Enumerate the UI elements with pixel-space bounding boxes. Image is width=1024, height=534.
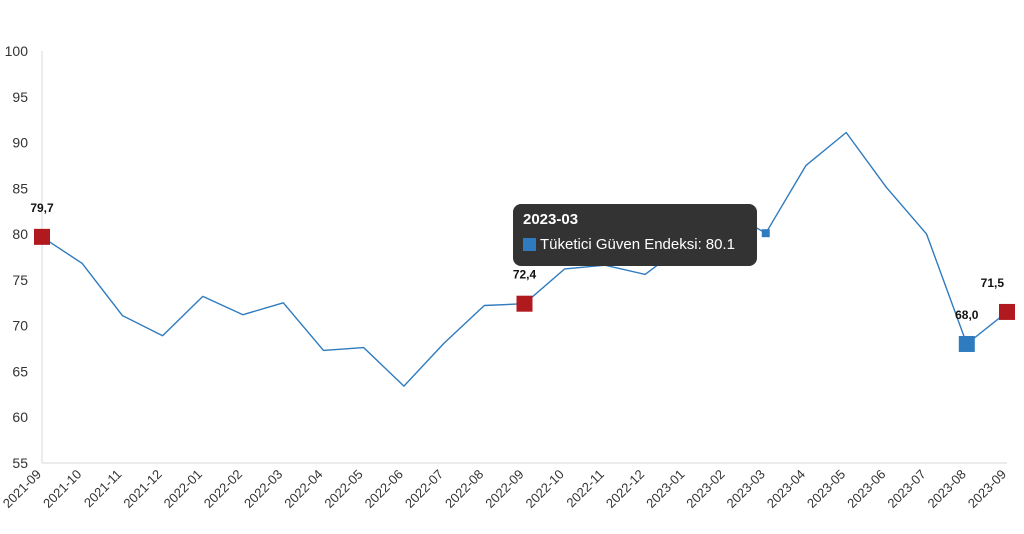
x-tick-label: 2023-09	[965, 467, 1009, 511]
x-tick-label: 2022-12	[603, 467, 647, 511]
data-marker[interactable]	[34, 228, 50, 245]
data-label: 79,7	[30, 201, 54, 215]
data-label: 71,5	[981, 276, 1005, 290]
x-tick-label: 2022-06	[362, 467, 406, 511]
x-tick-label: 2022-01	[161, 467, 205, 511]
x-tick-label: 2022-10	[522, 467, 566, 511]
y-tick-label: 100	[5, 43, 29, 59]
x-tick-label: 2023-07	[884, 467, 928, 511]
x-tick-label: 2021-10	[40, 467, 84, 511]
y-tick-label: 90	[12, 135, 28, 151]
x-tick-label: 2023-01	[643, 467, 687, 511]
x-tick-label: 2022-08	[442, 467, 486, 511]
y-tick-label: 75	[12, 272, 28, 288]
data-marker[interactable]	[516, 295, 533, 312]
x-tick-label: 2022-04	[281, 467, 325, 511]
y-tick-label: 60	[12, 409, 28, 425]
x-tick-label: 2022-07	[402, 467, 446, 511]
data-label: 68,0	[955, 308, 979, 322]
data-marker[interactable]	[958, 335, 975, 352]
chart-tooltip: 2023-03 Tüketici Güven Endeksi: 80.1	[513, 204, 757, 266]
data-marker[interactable]	[999, 303, 1015, 320]
y-tick-label: 85	[12, 180, 28, 196]
data-label: 72,4	[513, 268, 537, 282]
x-tick-label: 2021-09	[0, 467, 44, 511]
y-tick-label: 55	[12, 455, 28, 471]
tooltip-row: Tüketici Güven Endeksi: 80.1	[523, 236, 747, 253]
x-tick-label: 2022-11	[563, 467, 607, 511]
tooltip-series-label: Tüketici Güven Endeksi:	[540, 236, 702, 253]
y-tick-label: 65	[12, 363, 28, 379]
tooltip-value: 80.1	[705, 236, 735, 253]
y-axis: 55 60 65 70 75 80 85 90 95 100	[5, 43, 43, 471]
tooltip-series-swatch	[523, 238, 536, 251]
x-tick-label: 2022-05	[321, 467, 365, 511]
y-tick-label: 70	[12, 318, 28, 334]
x-tick-label: 2023-06	[844, 467, 888, 511]
x-tick-label: 2023-02	[683, 467, 727, 511]
tooltip-title: 2023-03	[523, 211, 579, 228]
y-tick-label: 95	[12, 89, 28, 105]
hover-marker[interactable]	[761, 229, 770, 238]
x-tick-label: 2023-04	[764, 467, 808, 511]
x-tick-label: 2021-12	[120, 467, 164, 511]
markers	[34, 228, 1015, 352]
x-tick-label: 2022-02	[201, 467, 245, 511]
x-axis: 2021-092021-102021-112021-122022-012022-…	[0, 462, 1009, 511]
x-tick-label: 2022-03	[241, 467, 285, 511]
x-tick-label: 2022-09	[482, 467, 526, 511]
data-labels: 79,7 72,4 68,0 71,5	[30, 201, 1004, 322]
y-tick-label: 80	[12, 226, 28, 242]
x-tick-label: 2023-05	[804, 467, 848, 511]
x-tick-label: 2023-08	[925, 467, 969, 511]
x-tick-label: 2023-03	[724, 467, 768, 511]
x-tick-label: 2021-11	[81, 467, 125, 511]
